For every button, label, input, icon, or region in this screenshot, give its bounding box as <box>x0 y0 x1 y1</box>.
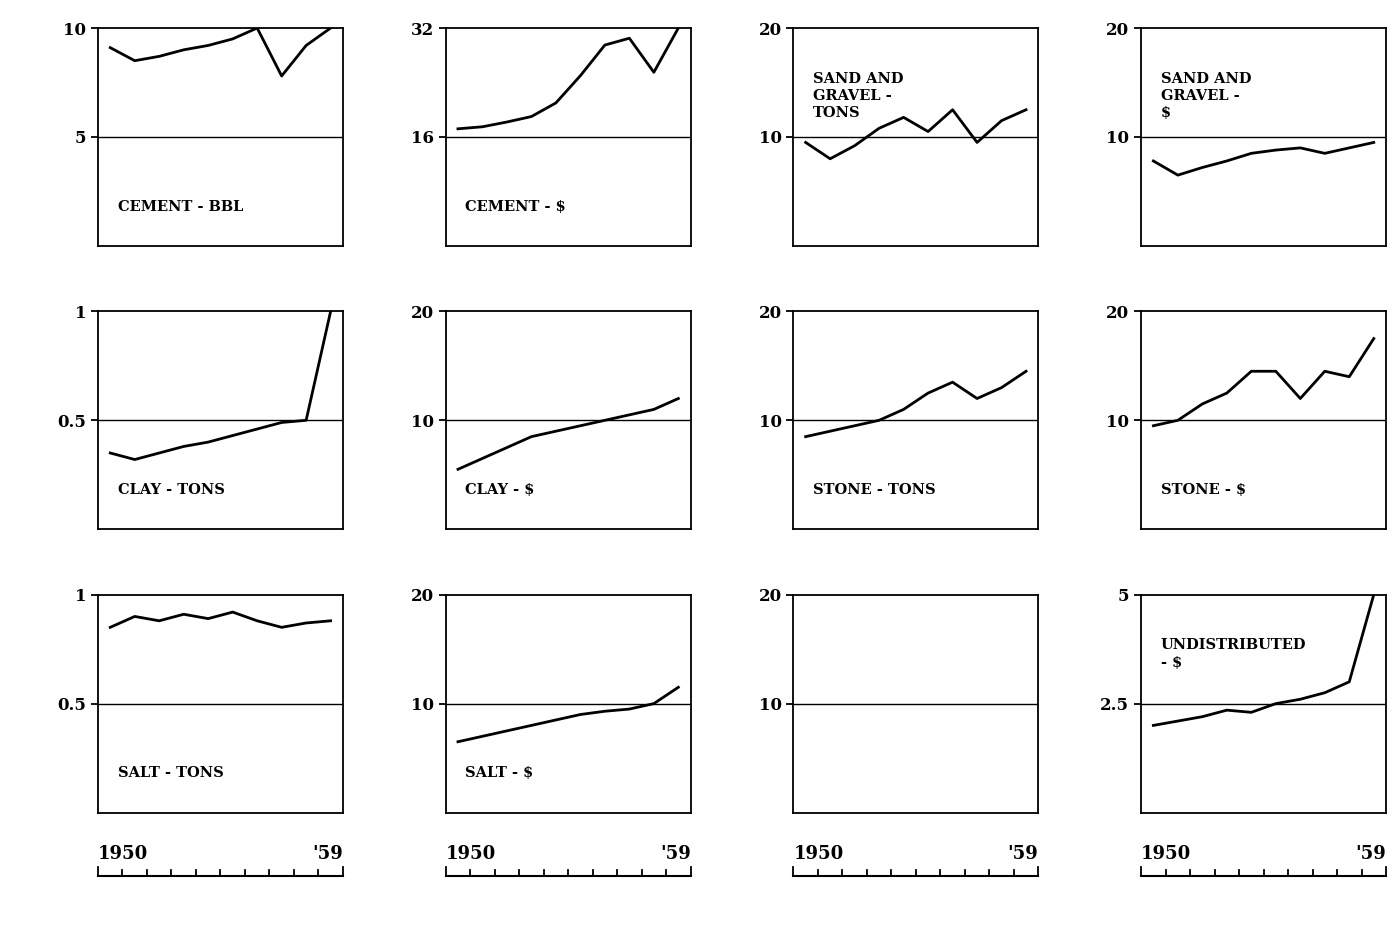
Text: UNDISTRIBUTED
- $: UNDISTRIBUTED - $ <box>1161 638 1306 670</box>
Text: STONE - $: STONE - $ <box>1161 483 1246 497</box>
Text: SALT - TONS: SALT - TONS <box>118 767 224 780</box>
Text: CEMENT - $: CEMENT - $ <box>465 200 566 214</box>
Text: STONE - TONS: STONE - TONS <box>813 483 935 497</box>
Text: SAND AND
GRAVEL -
$: SAND AND GRAVEL - $ <box>1161 72 1252 120</box>
Text: SALT - $: SALT - $ <box>465 767 533 780</box>
Text: CEMENT - BBL: CEMENT - BBL <box>118 200 244 214</box>
Text: '59: '59 <box>312 845 343 863</box>
Text: '59: '59 <box>659 845 690 863</box>
Text: '59: '59 <box>1008 845 1039 863</box>
Text: SAND AND
GRAVEL -
TONS: SAND AND GRAVEL - TONS <box>813 72 903 120</box>
Text: 1950: 1950 <box>1141 845 1191 863</box>
Text: 1950: 1950 <box>445 845 496 863</box>
Text: '59: '59 <box>1355 845 1386 863</box>
Text: CLAY - TONS: CLAY - TONS <box>118 483 224 497</box>
Text: 1950: 1950 <box>98 845 148 863</box>
Text: CLAY - $: CLAY - $ <box>465 483 535 497</box>
Text: 1950: 1950 <box>794 845 844 863</box>
